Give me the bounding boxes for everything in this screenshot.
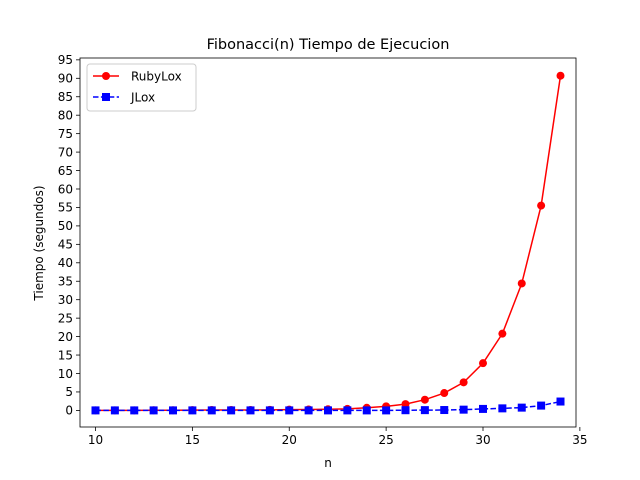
data-point [459,378,468,387]
data-point [420,406,429,415]
y-tick-label: 85 [58,90,73,104]
data-point [169,406,177,415]
data-point [556,71,565,80]
y-tick-label: 65 [58,164,73,178]
legend-label: RubyLox [131,69,182,83]
legend-marker [102,93,110,101]
data-point [440,389,449,398]
chart-title: Fibonacci(n) Tiempo de Ejecucion [207,37,450,53]
y-tick-label: 40 [58,256,73,270]
y-tick-label: 75 [58,127,73,141]
data-point [110,406,119,415]
data-point [91,406,100,415]
x-tick-label: 25 [378,433,393,447]
y-tick-label: 95 [58,53,73,67]
data-point [401,406,410,415]
plot-area: 10 15 20 25 30 35 0 5 10 15 20 25 30 35 40 45 50 55 60 65 70… [58,53,588,447]
x-tick-label: 10 [88,433,103,447]
x-axis-title: n [324,456,332,470]
x-tick-label: 30 [475,433,490,447]
data-point [420,395,429,404]
y-tick-label: 50 [58,219,73,233]
y-tick-label: 30 [58,293,73,307]
data-point [304,406,313,415]
axes-frame [79,57,577,428]
data-point [362,406,371,415]
y-tick-label: 20 [58,330,73,344]
y-tick-label: 10 [58,367,73,381]
data-point [149,406,158,415]
y-tick-label: 15 [58,348,73,362]
y-tick-label: 60 [58,182,73,196]
data-point [188,406,197,415]
data-point [517,279,526,288]
y-tick-label: 0 [65,404,73,418]
y-tick-label: 80 [58,108,73,122]
data-point [537,401,546,410]
data-point [459,405,468,414]
data-point [498,404,507,413]
data-point [130,406,139,415]
data-point [517,403,526,412]
data-point [246,406,255,415]
data-point [285,406,294,415]
data-point [265,406,274,415]
x-tick-label: 15 [185,433,200,447]
data-point [498,329,507,338]
data-point [382,406,391,415]
data-point [324,406,332,415]
y-axis-title: Tiempo (segundos) [32,185,46,301]
data-point [401,400,410,409]
y-tick-label: 5 [65,385,73,399]
legend-label: JLox [130,90,155,104]
y-tick-label: 55 [58,201,73,215]
data-point [479,404,487,413]
legend-entry: RubyLox [93,69,182,83]
data-point [207,406,216,415]
data-point [440,406,449,415]
legend: RubyLox JLox [86,63,197,112]
data-point [227,406,236,415]
y-tick-label: 25 [58,311,73,325]
data-point [479,359,487,368]
data-point [343,406,352,415]
legend-entry: JLox [93,90,155,104]
series-jlox [91,397,565,415]
y-tick-label: 35 [58,275,73,289]
x-tick-label: 20 [282,433,297,447]
legend-marker [102,72,110,80]
data-point [537,201,546,210]
y-tick-label: 45 [58,238,73,252]
y-tick-label: 90 [58,72,73,86]
data-point [556,397,565,406]
x-tick-label: 35 [572,433,587,447]
y-tick-label: 70 [58,145,73,159]
